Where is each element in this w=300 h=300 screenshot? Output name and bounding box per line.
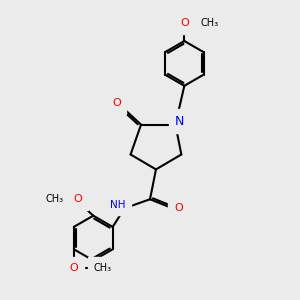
Text: CH₃: CH₃: [201, 18, 219, 28]
Text: CH₃: CH₃: [93, 263, 111, 273]
Text: N: N: [174, 115, 184, 128]
Text: CH₃: CH₃: [45, 194, 64, 204]
Text: O: O: [180, 18, 189, 28]
Text: O: O: [174, 203, 183, 213]
Text: O: O: [112, 98, 121, 108]
Text: O: O: [70, 263, 78, 273]
Text: NH: NH: [110, 200, 126, 210]
Text: O: O: [74, 194, 82, 204]
